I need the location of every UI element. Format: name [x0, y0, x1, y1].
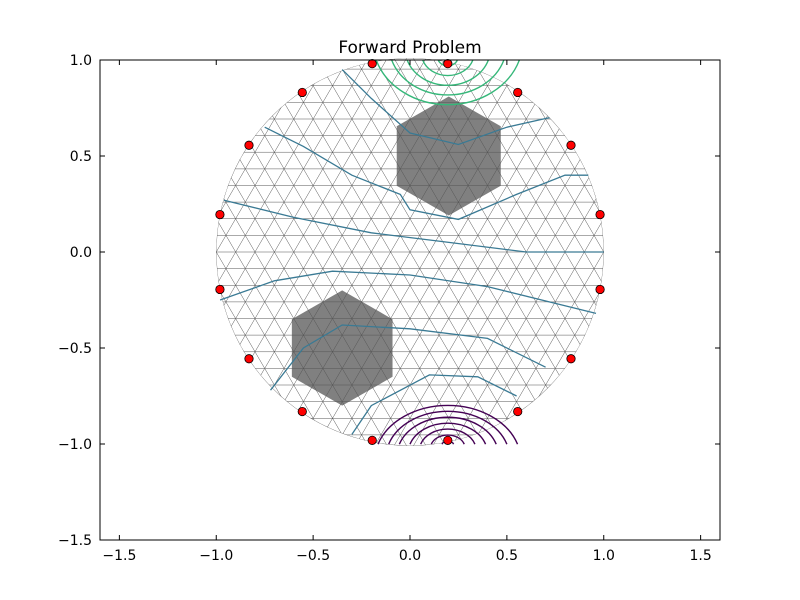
x-tick-label-5: 0.5	[496, 548, 518, 564]
electrode-16	[367, 59, 377, 69]
anomaly-region-1	[396, 96, 501, 216]
x-tick-label-2: −1.0	[199, 548, 233, 564]
electrode-1	[443, 59, 453, 69]
source-contour-2	[421, 60, 474, 77]
x-tick-label-1: −1.5	[102, 548, 136, 564]
anomaly-region-2	[291, 290, 393, 406]
electrode-8	[443, 435, 453, 445]
electrode-3	[566, 140, 576, 150]
x-tick-label-6: 1.0	[593, 548, 615, 564]
contour-line-4	[341, 69, 550, 146]
electrode-2	[513, 87, 523, 98]
sink-contour-7	[377, 404, 519, 445]
electrode-layer	[215, 59, 605, 445]
electrode-14	[244, 140, 254, 150]
tick-layer: −1.5 −1.0 −0.5 0.0 0.5 1.0 1.5 −1.5 −1.0 −0.5 0.0 0…	[58, 53, 720, 564]
sink-contour-4	[409, 422, 487, 445]
source-contour-4	[390, 60, 505, 96]
x-tick-label-4: 0.0	[399, 548, 421, 564]
chart-title: Forward Problem	[338, 38, 481, 58]
source-contour-3	[406, 60, 490, 86]
electrode-9	[367, 435, 377, 445]
electrode-6	[566, 354, 576, 364]
y-tick-label-6: 1.0	[70, 53, 92, 69]
source-contour-5	[375, 60, 521, 106]
electrode-4	[595, 209, 605, 220]
electrode-15	[297, 87, 307, 98]
electrode-5	[595, 284, 605, 295]
y-tick-label-4: 0.0	[70, 245, 92, 261]
y-tick-label-3: −0.5	[58, 341, 92, 357]
sink-contour-5	[398, 416, 497, 445]
sink-contour-2	[430, 434, 465, 445]
y-tick-label-1: −1.5	[58, 533, 92, 549]
contour-line-5	[269, 324, 546, 391]
electrode-10	[297, 406, 307, 417]
contour-layer	[219, 60, 604, 445]
sink-contour-6	[388, 410, 508, 445]
contour-line-1	[223, 199, 604, 253]
y-tick-label-5: 0.5	[70, 149, 92, 165]
contour-line-6	[351, 374, 517, 435]
y-tick-label-2: −1.0	[58, 437, 92, 453]
electrode-13	[215, 209, 225, 220]
electrode-7	[513, 406, 523, 417]
electrode-11	[244, 354, 254, 364]
x-tick-label-7: 1.5	[689, 548, 711, 564]
contour-line-2	[219, 270, 597, 315]
sink-contour-3	[420, 428, 476, 445]
electrode-12	[215, 284, 225, 295]
x-tick-label-3: −0.5	[296, 548, 330, 564]
anomaly-layer	[291, 96, 501, 406]
contour-line-3	[264, 126, 589, 221]
